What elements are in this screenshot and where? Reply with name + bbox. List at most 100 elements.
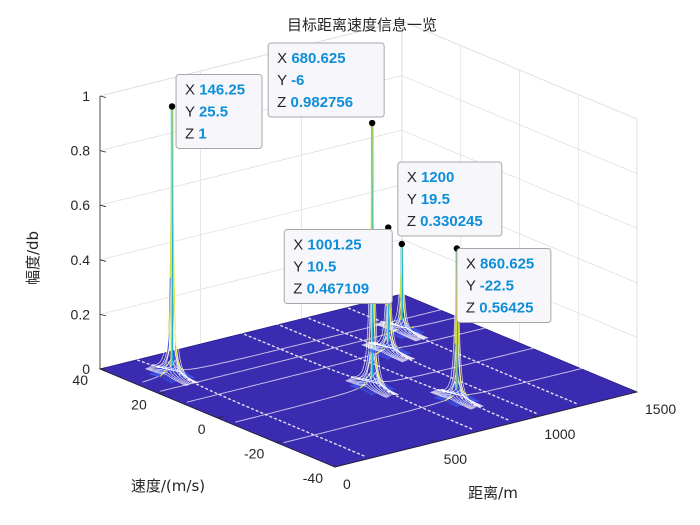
- datatip-line: X 1001.25: [293, 237, 361, 254]
- z-tick: [99, 314, 107, 317]
- x-axis-label: 距离/m: [468, 484, 518, 502]
- peak-mesh-line: [145, 368, 187, 387]
- y-tick-label: -20: [244, 446, 264, 462]
- datatip-key: Y: [185, 103, 199, 120]
- datatip-value: 0.56425: [479, 299, 533, 316]
- datatip-key: Y: [407, 191, 421, 208]
- datatip-value: -22.5: [480, 277, 514, 294]
- peak-spike: [170, 106, 173, 366]
- datatip-key: Z: [466, 299, 479, 316]
- y-tick: [276, 440, 283, 443]
- datatip-value: 1001.25: [307, 237, 361, 254]
- datatip-line: Z 1: [185, 125, 207, 142]
- peak-mesh-line: [357, 377, 399, 396]
- peak-mesh-line: [370, 341, 396, 353]
- x-tick: [430, 439, 436, 443]
- datatip-value: 25.5: [199, 103, 228, 120]
- peak-mesh-line: [371, 341, 413, 360]
- datatip-key: Z: [277, 94, 290, 111]
- datatip-line: Z 0.56425: [466, 299, 534, 316]
- peak-mesh-line: [348, 372, 390, 397]
- datatip-value: 1: [198, 125, 206, 142]
- datatip: X 146.25Y 25.5Z 1: [175, 73, 263, 149]
- datatip-marker: [398, 240, 406, 248]
- datatip-line: Y 19.5: [407, 191, 450, 208]
- datatip-key: Y: [277, 72, 291, 89]
- peak-mesh-line: [168, 373, 193, 383]
- peak-mesh-line: [453, 399, 478, 407]
- peak-mesh-line: [373, 341, 415, 360]
- peak-mesh-line: [361, 344, 403, 363]
- datatip-value: 680.625: [291, 50, 345, 67]
- peak-mesh-line: [431, 391, 473, 410]
- y-tick: [158, 391, 165, 394]
- peak-mesh-line: [430, 391, 472, 410]
- peak-mesh-line: [148, 360, 190, 385]
- z-tick-label: 0: [82, 361, 90, 377]
- peak-mesh-line: [386, 352, 411, 360]
- peak-mesh-line: [372, 341, 414, 360]
- datatip: X 1200 Y 19.5 Z 0.330245: [397, 161, 503, 237]
- datatip-value: 0.330245: [420, 213, 483, 230]
- peak-mesh-line: [345, 380, 387, 399]
- x-tick-label: 500: [444, 451, 468, 467]
- z-tick: [99, 204, 107, 208]
- datatip-value: 146.25: [199, 81, 245, 98]
- peak-spike: [400, 243, 403, 321]
- datatip-line: Y -22.5: [466, 277, 514, 294]
- z-tick-label: 1: [82, 88, 90, 104]
- peak-mesh-line: [147, 367, 189, 386]
- datatip-box: [397, 161, 503, 237]
- datatip-key: Z: [293, 281, 306, 298]
- y-tick-label: 40: [72, 372, 88, 388]
- peak-mesh-line: [432, 391, 474, 409]
- datatip: X 680.625 Y -6 Z 0.982756: [267, 42, 385, 118]
- peak-mesh-line: [375, 323, 417, 342]
- datatip-key: X: [277, 50, 291, 67]
- z-tick-label: 0.2: [71, 306, 91, 322]
- peak-mesh-line: [455, 400, 480, 408]
- y-tick: [99, 367, 107, 370]
- peak-mesh-line: [157, 365, 199, 384]
- y-tick-label: 20: [131, 397, 147, 413]
- y-axis-label: 速度/(m/s): [131, 477, 205, 495]
- datatip-line: Z 0.982756: [277, 94, 353, 111]
- datatip-value: 0.982756: [291, 94, 354, 111]
- peak-mesh-line: [146, 367, 188, 386]
- peak-mesh-line: [363, 343, 405, 362]
- datatip-key: Z: [185, 125, 198, 142]
- peak-mesh-line: [362, 344, 404, 362]
- peak-mesh-line: [364, 343, 406, 362]
- datatip-key: X: [185, 81, 199, 98]
- x-tick-label: 0: [343, 476, 351, 492]
- peak-mesh-line: [346, 379, 388, 398]
- peak-mesh-line: [433, 390, 475, 409]
- z-tick: [99, 95, 107, 98]
- peak-mesh-line: [370, 388, 395, 396]
- x-tick: [631, 389, 638, 393]
- datatip-line: Y -6: [277, 72, 304, 89]
- datatip-value: 0.467109: [307, 281, 370, 298]
- z-axis-label: 幅度/db: [24, 231, 42, 285]
- datatip-value: 1200: [421, 169, 454, 186]
- peak-mesh-line: [441, 388, 483, 407]
- x-tick-label: 1000: [544, 426, 575, 442]
- sidelobe-ridge-range: [283, 367, 586, 444]
- datatip-line: Y 10.5: [293, 259, 336, 276]
- datatip-key: Z: [407, 213, 420, 230]
- z-tick: [99, 259, 107, 262]
- sidelobe-ridge-range: [142, 308, 445, 383]
- datatip-line: X 1200: [407, 169, 455, 186]
- peak-mesh-line: [170, 376, 195, 384]
- datatip-marker: [368, 119, 376, 127]
- datatip-marker: [168, 103, 176, 110]
- datatip-key: Y: [293, 259, 307, 276]
- peak-mesh-line: [368, 385, 394, 395]
- datatip-key: X: [466, 255, 480, 272]
- datatip: X 1001.25 Y 10.5 Z 0.467109: [283, 229, 393, 305]
- peak-mesh-line: [377, 323, 419, 341]
- peak-mesh-line: [434, 381, 476, 409]
- peak-mesh-line: [442, 388, 484, 407]
- datatip-box: [456, 247, 552, 323]
